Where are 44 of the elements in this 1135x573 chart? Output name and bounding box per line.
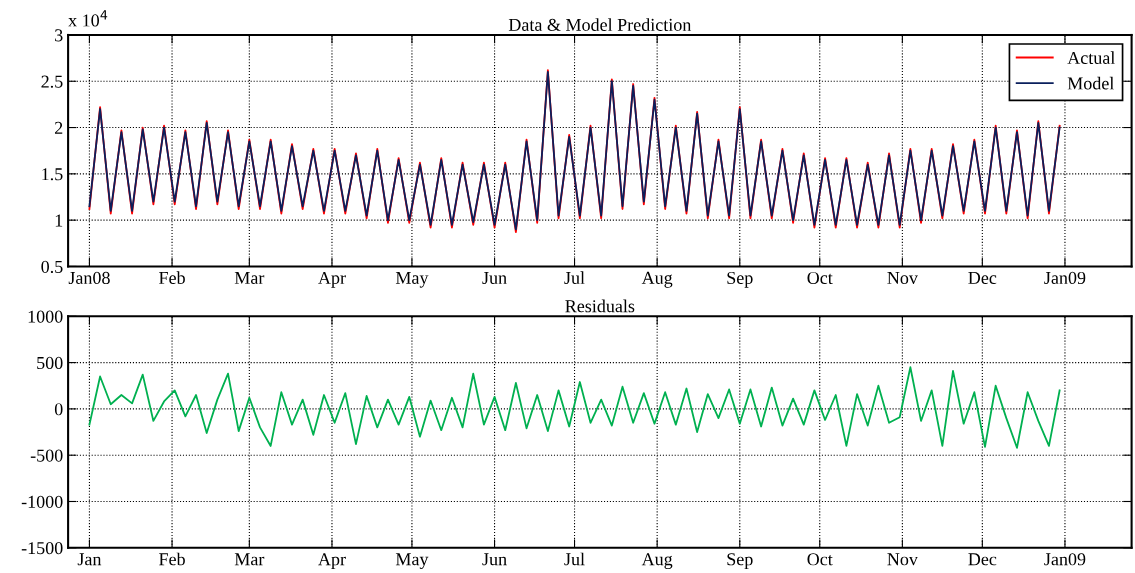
- y-tick-label: 0: [54, 403, 63, 416]
- x-tick-label: Sep: [727, 271, 753, 288]
- x-tick-label: Aug: [641, 271, 673, 288]
- legend-label: Model: [1067, 76, 1114, 90]
- x-tick-label: Mar: [234, 553, 265, 566]
- y-tick-label: -500: [30, 449, 63, 462]
- x-tick-label: Jun: [482, 272, 507, 285]
- x-tick-label: Nov: [887, 272, 918, 285]
- x-tick-label: Jan09: [1044, 553, 1086, 566]
- x-tick-label: May: [395, 271, 429, 288]
- line-series: [88, 366, 1061, 449]
- x-tick-label: Jan: [77, 553, 102, 566]
- x-tick-label: Aug: [641, 553, 673, 570]
- x-tick-label: Mar: [234, 272, 265, 285]
- x-tick-label: Sep: [727, 553, 753, 570]
- chart-title: Residuals: [565, 299, 635, 313]
- x-tick-label: Jul: [564, 552, 585, 566]
- x-tick-label: Oct: [807, 271, 833, 285]
- x-tick-label: May: [395, 553, 429, 570]
- text: x 10$^{4}$: [68, 10, 108, 27]
- x-tick-label: Oct: [807, 553, 833, 566]
- x-tick-label: Jan08: [68, 271, 110, 285]
- x-tick-label: Jan09: [1044, 271, 1086, 285]
- y-tick-label: 3: [55, 29, 63, 42]
- x-tick-label: Apr: [318, 553, 346, 570]
- y-tick-label: 1.5: [42, 168, 63, 181]
- x-tick-label: Dec: [968, 553, 997, 566]
- x-tick-label: Feb: [159, 552, 185, 566]
- x-tick-label: Nov: [887, 553, 918, 566]
- y-tick-label: 0.5: [41, 260, 63, 273]
- y-tick-label: 1: [55, 214, 63, 227]
- legend-label: Actual: [1067, 51, 1115, 65]
- y-tick-label: 1000: [28, 310, 63, 323]
- x-tick-label: Dec: [968, 272, 997, 285]
- x-tick-label: Feb: [159, 271, 185, 285]
- y-tick-label: 2: [55, 121, 63, 134]
- x-tick-label: Jun: [482, 553, 507, 566]
- x-tick-label: Jul: [564, 271, 585, 285]
- y-tick-label: -1500: [21, 542, 63, 555]
- chart-title: Data & Model Prediction: [508, 18, 692, 31]
- x-tick-label: Apr: [318, 271, 346, 288]
- y-tick-label: 500: [37, 356, 63, 370]
- y-tick-label: -1000: [21, 495, 63, 508]
- y-tick-label: 2.5: [41, 75, 63, 88]
